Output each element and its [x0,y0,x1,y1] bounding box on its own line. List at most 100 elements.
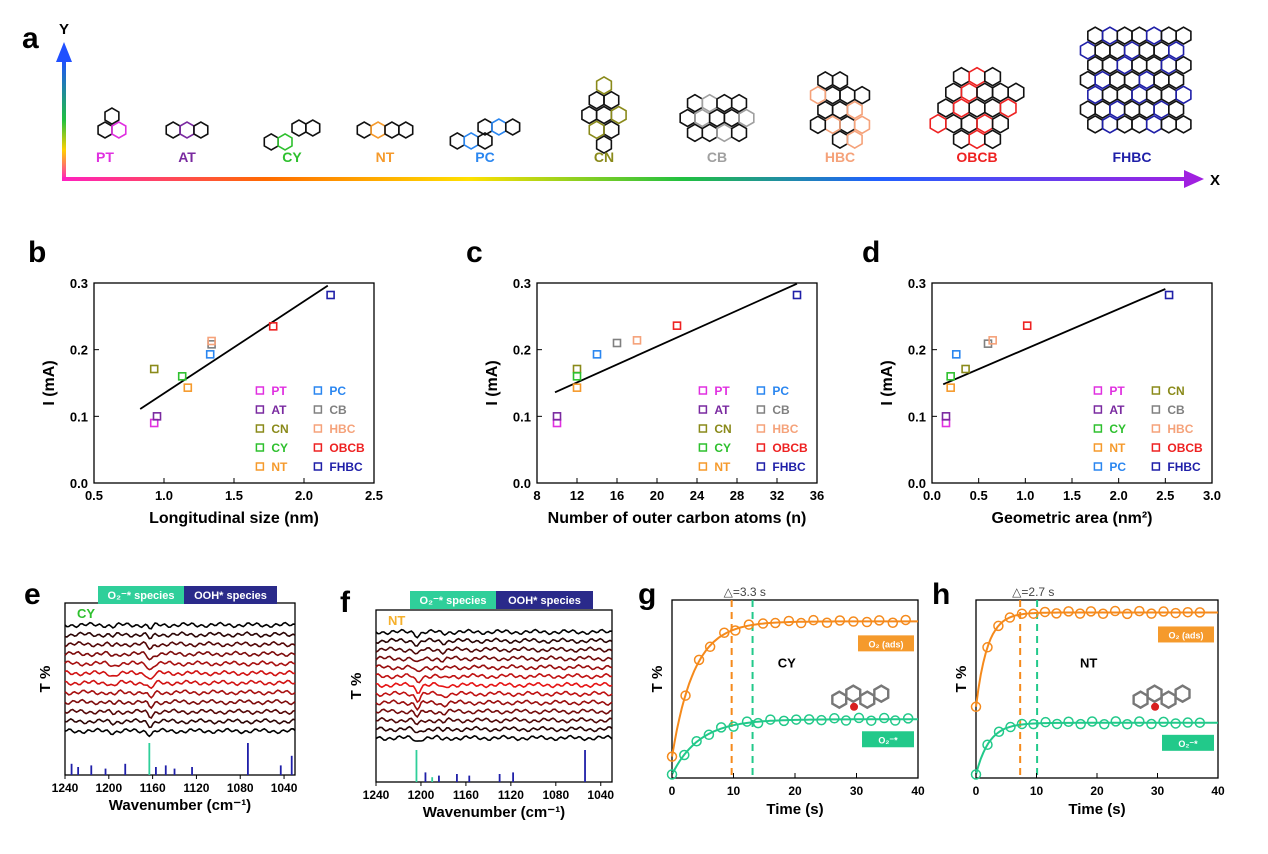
spectrum-trace [64,650,296,661]
data-point [765,714,776,725]
panel-letter: h [932,578,950,611]
plot-frame [671,599,919,779]
y-tick-label: 0.1 [70,409,88,424]
y-tick-label: 0.1 [908,409,926,424]
ring [595,105,613,125]
data-point [1051,608,1062,619]
legend-marker [1093,405,1103,414]
spectrum-trace [376,716,613,726]
x-tick-label: 1.5 [1063,488,1081,503]
data-point-cy [572,372,582,381]
ring [846,100,863,120]
ring [1109,40,1126,60]
data-point-fhbc [792,290,802,300]
species-bar-ooh [496,591,593,609]
molecule-cn [581,75,627,155]
ring [716,93,733,113]
ring [1123,70,1141,90]
legend-marker [698,386,708,395]
adsorbed-molecule-sketch [831,684,890,711]
ring [1175,85,1192,105]
data-point [666,751,678,762]
data-point-cn [961,364,970,374]
ring [1079,70,1096,90]
ring [291,119,307,137]
data-point [993,726,1005,737]
spectrum-trace [64,689,296,699]
legend-marker [756,424,766,433]
molecule-label: AT [178,149,196,165]
ring [694,108,711,128]
spectrum-trace [64,708,296,720]
y-axis-title: I (mA) [41,360,58,405]
data-point [1158,606,1169,617]
spectrum-trace [375,655,613,663]
ring [1109,70,1126,90]
legend-marker [698,424,708,433]
spectrum-trace [64,640,296,651]
data-point [866,715,877,726]
legend-marker [1093,424,1103,433]
data-point [874,615,885,626]
ring [370,121,386,139]
data-point-nt [183,383,193,392]
ring [1160,26,1177,46]
data-point [783,615,795,627]
spectrum-trace [375,637,613,647]
legend-marker [1151,405,1161,414]
x-axis-title: Geometric area (nm²) [992,510,1153,527]
ring [1087,114,1104,134]
data-point-cy [177,372,187,381]
ring [991,113,1009,134]
data-point-nt [572,383,582,392]
ring [384,121,400,139]
series-tag-box [862,731,914,748]
data-point [666,769,678,780]
data-point [778,715,790,727]
ring [1138,40,1155,60]
ring [976,113,994,134]
x-tick-label: 2.0 [1110,488,1128,503]
ring [723,108,740,128]
spectrum-trace [375,672,613,684]
ring [588,90,605,110]
ring [1146,684,1163,704]
data-point-obcb [1022,321,1032,330]
ring [104,107,120,126]
x-tick-label: 1200 [408,788,435,802]
data-point-cn [572,364,582,374]
x-tick-label: 1200 [95,781,122,795]
data-point [1005,721,1016,733]
x-tick-label: 0.5 [85,488,103,503]
x-axis-title: Longitudinal size (nm) [149,510,319,527]
x-axis-title: Time (s) [1068,801,1125,818]
molecule-label: PT [96,149,114,165]
x-tick-label: 0.5 [970,488,988,503]
y-axis-title: I (mA) [879,360,896,405]
ring [165,121,181,139]
x-axis-title: Time (s) [766,801,823,818]
ring [1079,40,1096,60]
ring [588,120,605,140]
x-axis-title: Wavenumber (cm⁻¹) [109,797,251,814]
ring [817,100,834,120]
x-tick-label: 1080 [227,781,254,795]
molecule-hbc [809,70,871,150]
ring [831,130,849,150]
spectrum-trace [375,699,613,712]
ring [686,123,704,143]
y-tick-label: 0.1 [513,409,531,424]
data-point [887,617,899,629]
data-point [803,714,815,725]
data-point [730,625,741,636]
legend-label: HBC [329,422,355,436]
ring [1131,26,1148,46]
legend-marker [1093,462,1103,471]
panel-letter: b [28,236,46,269]
x-tick-label: 2.5 [1156,488,1174,503]
panel-h-chart: h △=2.7 s NT O₂ (ads) O₂⁻* 0 10 20 30 40 Time (s) T… [932,578,1225,818]
legend-label: NT [1109,441,1126,455]
x-axis-title: Wavenumber (cm⁻¹) [423,804,565,821]
x-tick-label: 30 [850,784,864,798]
ring [263,132,279,151]
